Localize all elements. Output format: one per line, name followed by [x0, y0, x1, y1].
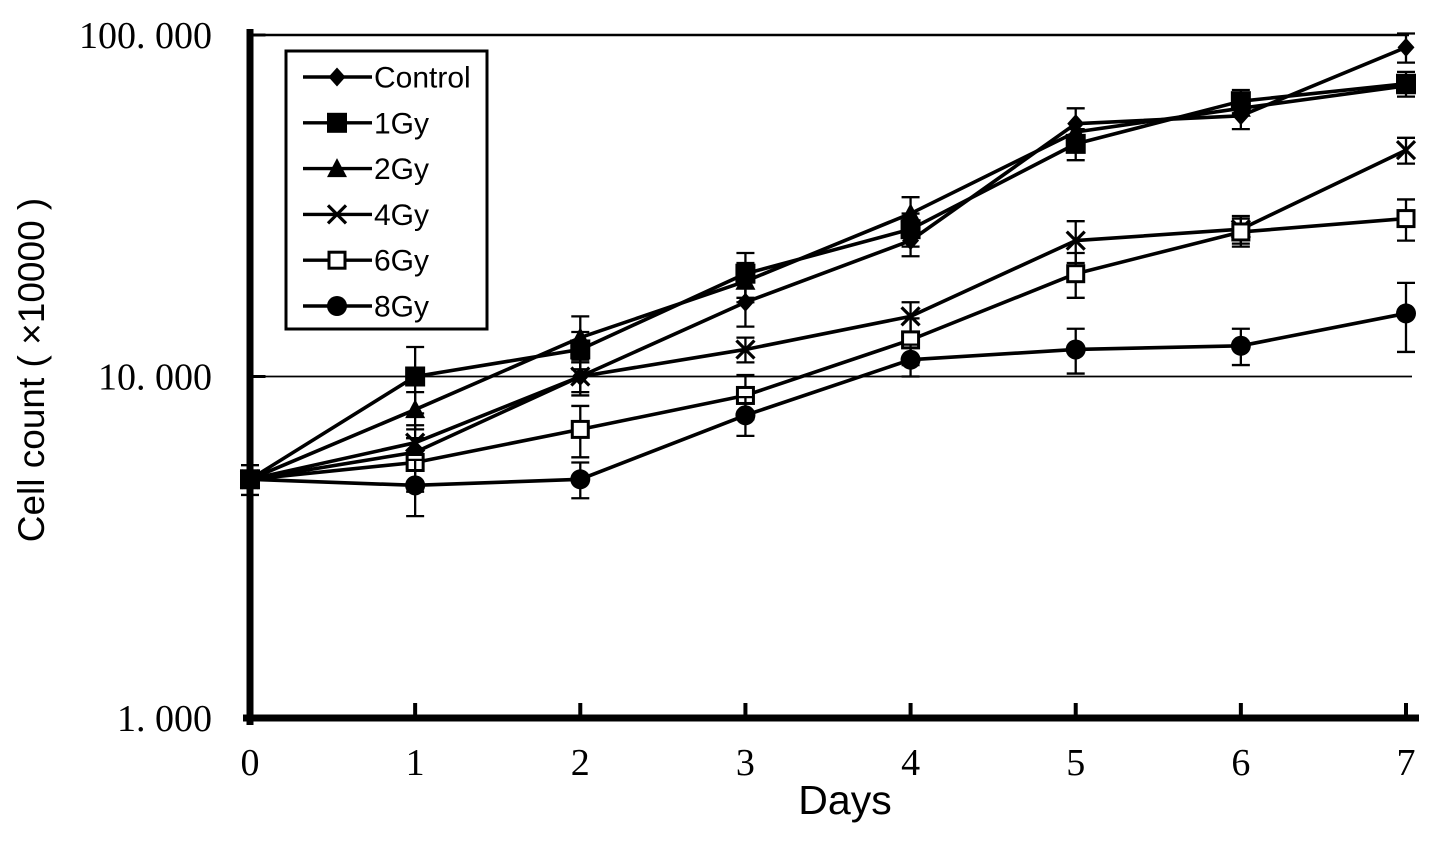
x-tick-mark — [578, 703, 583, 715]
legend: Control 1Gy 2Gy 4Gy 6Gy 8Gy — [284, 49, 489, 331]
x-cross-stroke — [570, 366, 591, 387]
marker-filled-diamond — [328, 67, 346, 87]
marker-filled-circle — [1396, 303, 1416, 324]
marker-x-cross — [900, 306, 921, 327]
series-line-6Gy — [249, 216, 1407, 482]
marker-x-cross — [1395, 140, 1417, 161]
legend-label-1Gy: 1Gy — [374, 107, 429, 140]
x-tick-mark — [743, 703, 748, 715]
x-tick-mark — [413, 703, 418, 715]
marker-filled-diamond — [1397, 37, 1415, 57]
legend-item-6Gy: 6Gy — [303, 245, 429, 278]
x-cross-stroke — [1395, 140, 1417, 161]
x-cross-stroke — [735, 339, 756, 360]
marker-open-square — [1231, 222, 1251, 242]
series-line-1Gy — [249, 81, 1407, 481]
y-tick-mark — [253, 375, 266, 378]
legend-label-2Gy: 2Gy — [374, 153, 429, 186]
series-line-2Gy — [249, 84, 1407, 481]
x-tick-label: 6 — [1231, 742, 1250, 784]
legend-label-8Gy: 8Gy — [374, 291, 429, 324]
marker-filled-circle — [735, 405, 756, 426]
marker-filled-triangle — [1230, 97, 1251, 117]
marker-open-square — [1396, 209, 1416, 229]
legend-item-8Gy: 8Gy — [303, 291, 429, 324]
marker-filled-triangle — [735, 270, 756, 290]
marker-x-cross — [735, 339, 756, 360]
series-line-Control — [249, 45, 1407, 482]
x-tick-label: 0 — [241, 742, 260, 784]
marker-filled-triangle — [405, 399, 426, 419]
marker-filled-circle — [900, 349, 921, 370]
legend-label-6Gy: 6Gy — [374, 245, 429, 278]
x-tick-mark — [1238, 703, 1243, 715]
legend-box — [284, 49, 489, 331]
x-axis-title: Days — [798, 777, 891, 823]
chart-plot-area: 100. 000 10. 000 1. 000 0 1 2 3 4 5 6 7 Control 1Gy 2… — [79, 15, 1419, 784]
marker-filled-triangle — [570, 327, 591, 347]
x-tick-label: 5 — [1066, 742, 1085, 784]
x-tick-label: 2 — [571, 742, 590, 784]
y-tick-label: 100. 000 — [79, 15, 212, 57]
marker-filled-triangle — [327, 158, 347, 178]
y-tick-label: 1. 000 — [117, 698, 212, 740]
y-tick-mark — [253, 33, 266, 37]
marker-filled-circle — [1065, 339, 1086, 360]
marker-filled-triangle — [900, 203, 921, 223]
x-tick-label: 3 — [736, 742, 755, 784]
y-tick-label: 10. 000 — [98, 357, 212, 399]
marker-filled-circle — [240, 469, 260, 490]
x-axis-line — [243, 714, 1419, 722]
y-axis-line — [246, 29, 254, 725]
marker-filled-square — [327, 112, 347, 133]
x-cross-stroke — [1065, 230, 1086, 251]
legend-label-Control: Control — [374, 62, 471, 95]
marker-filled-circle — [1230, 335, 1251, 356]
legend-item-2Gy: 2Gy — [303, 153, 429, 186]
x-tick-mark — [908, 703, 913, 715]
marker-open-square — [327, 250, 347, 270]
marker-filled-square — [405, 366, 426, 387]
marker-filled-triangle — [1396, 75, 1416, 95]
marker-x-cross — [1065, 230, 1086, 251]
x-tick-mark — [1404, 703, 1408, 715]
x-tick-label: 4 — [901, 742, 920, 784]
legend-item-Control: Control — [303, 62, 471, 95]
x-tick-label: 1 — [406, 742, 425, 784]
marker-x-cross — [326, 204, 348, 225]
x-tick-label: 7 — [1397, 742, 1416, 784]
series-line-8Gy — [249, 311, 1407, 488]
marker-filled-circle — [570, 469, 591, 490]
x-cross-stroke — [900, 306, 921, 327]
y-axis-title: Cell count ( ×10000 ) — [11, 198, 52, 543]
marker-open-square — [570, 419, 590, 439]
marker-filled-circle — [327, 296, 347, 316]
series-line-4Gy — [249, 148, 1407, 482]
marker-filled-triangle — [1065, 121, 1086, 141]
marker-x-cross — [570, 366, 591, 387]
legend-item-4Gy: 4Gy — [303, 199, 429, 232]
series-6Gy — [240, 198, 1416, 497]
x-tick-mark — [1073, 703, 1078, 715]
marker-filled-circle — [405, 475, 426, 496]
x-cross-stroke — [326, 204, 348, 225]
series-2Gy — [240, 75, 1416, 488]
legend-label-4Gy: 4Gy — [374, 199, 429, 232]
series-8Gy — [240, 281, 1416, 518]
marker-open-square — [1066, 264, 1086, 284]
legend-item-1Gy: 1Gy — [303, 107, 429, 140]
